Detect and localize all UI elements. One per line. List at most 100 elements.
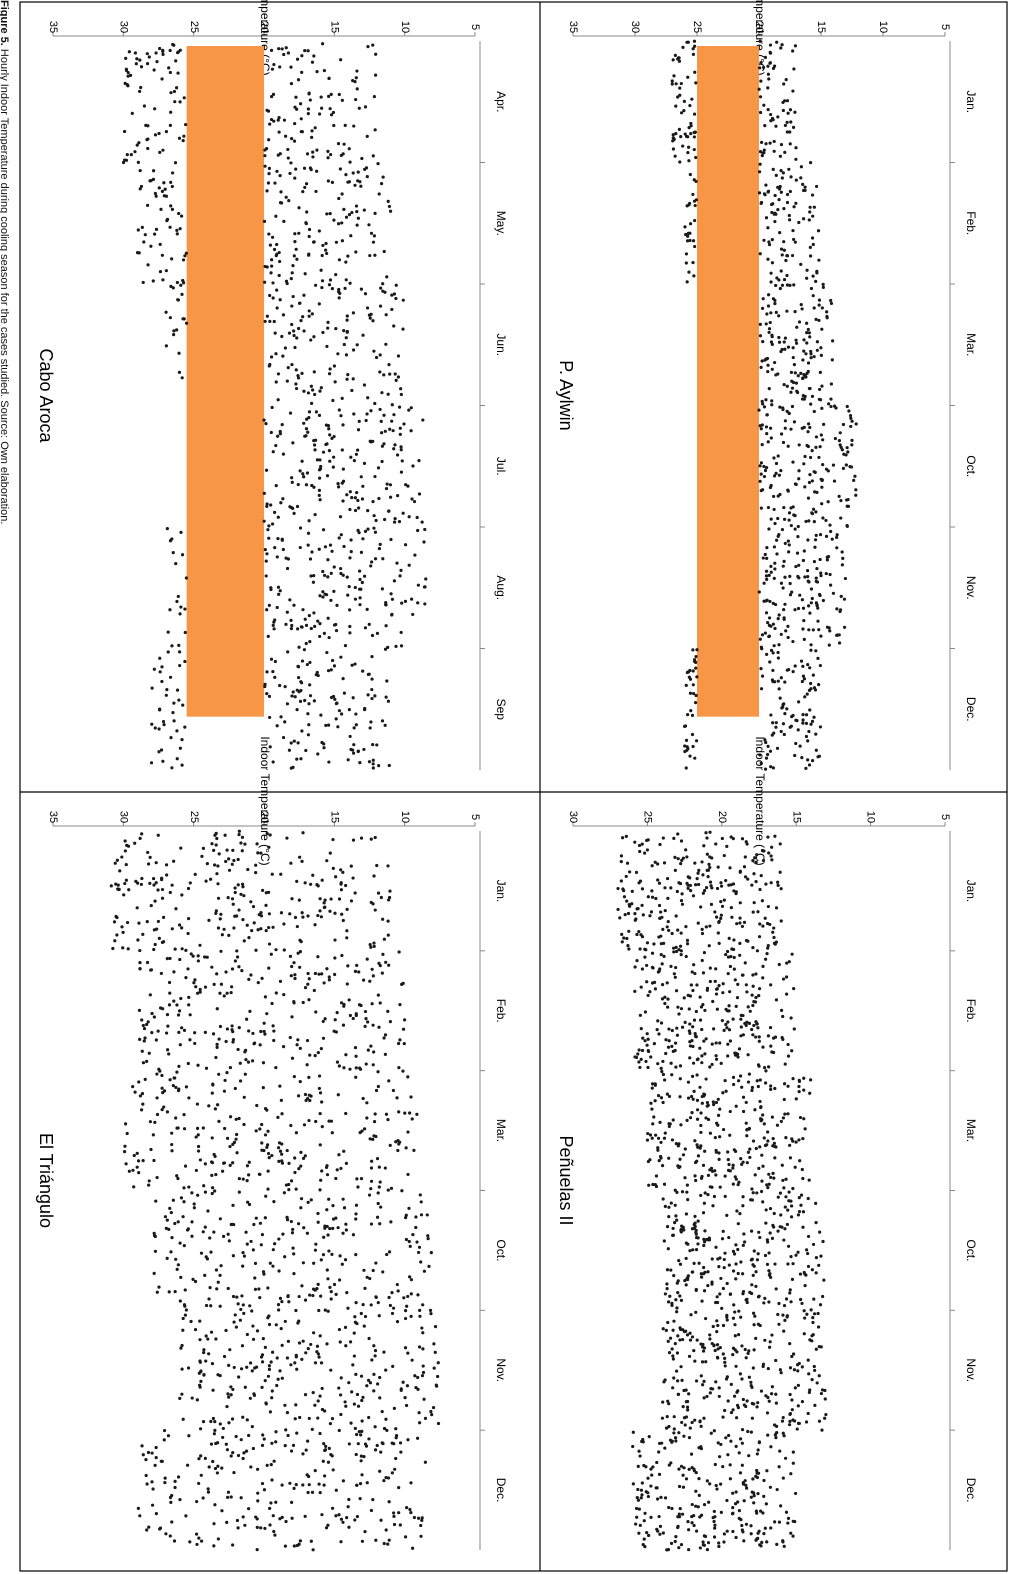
data-point xyxy=(671,1386,675,1390)
data-point xyxy=(292,739,296,743)
data-point xyxy=(273,1242,277,1246)
data-point xyxy=(312,1261,316,1265)
value-tick-label: 5 xyxy=(469,24,481,30)
data-point xyxy=(373,908,377,912)
data-point xyxy=(627,929,631,933)
data-point xyxy=(819,574,823,578)
data-point xyxy=(623,913,627,917)
data-point xyxy=(658,842,662,847)
data-point xyxy=(217,852,221,856)
data-point xyxy=(826,500,830,504)
data-point xyxy=(766,226,770,230)
data-point xyxy=(819,1345,823,1349)
data-point xyxy=(267,1314,271,1318)
data-point xyxy=(665,1282,669,1286)
data-point xyxy=(366,1020,370,1024)
data-point xyxy=(678,1077,682,1081)
data-point xyxy=(772,1211,776,1216)
data-point xyxy=(814,435,819,439)
data-point xyxy=(180,1392,184,1396)
data-point xyxy=(403,1111,407,1115)
data-point xyxy=(304,623,309,627)
data-point xyxy=(209,1250,213,1254)
data-point xyxy=(688,1426,692,1430)
data-point xyxy=(685,1183,689,1187)
data-point xyxy=(381,175,385,179)
data-point xyxy=(798,1159,802,1163)
data-point xyxy=(650,889,654,893)
data-point xyxy=(128,73,133,77)
data-point xyxy=(153,726,157,730)
data-point xyxy=(688,1056,692,1060)
data-point xyxy=(825,558,829,562)
data-point xyxy=(722,1540,726,1544)
data-point xyxy=(686,713,690,717)
data-point xyxy=(115,933,119,937)
data-point xyxy=(785,192,790,197)
data-point xyxy=(721,1352,725,1356)
data-point xyxy=(341,918,345,923)
data-point xyxy=(702,1379,706,1383)
data-point xyxy=(384,313,388,317)
data-point xyxy=(286,156,290,160)
data-point xyxy=(214,1172,218,1177)
data-point xyxy=(783,575,787,579)
data-point xyxy=(712,1535,717,1539)
data-point xyxy=(684,738,689,742)
value-tick-label: 25 xyxy=(188,21,200,33)
data-point xyxy=(812,559,817,564)
data-point xyxy=(207,1352,211,1356)
data-point xyxy=(374,518,378,523)
data-point xyxy=(693,1139,697,1143)
data-point xyxy=(341,423,345,427)
data-point xyxy=(701,971,706,975)
data-point xyxy=(330,1454,334,1458)
data-point xyxy=(663,1292,668,1296)
data-point xyxy=(291,264,295,268)
data-point xyxy=(165,1256,169,1260)
data-point xyxy=(733,1310,737,1314)
data-point xyxy=(177,370,182,374)
data-point xyxy=(262,1272,266,1276)
data-point xyxy=(784,975,789,979)
data-point xyxy=(792,513,796,517)
data-point xyxy=(212,1432,216,1436)
data-point xyxy=(691,988,695,993)
data-point xyxy=(367,1437,371,1441)
data-point xyxy=(214,1441,218,1446)
data-point xyxy=(352,743,356,747)
data-point xyxy=(173,1221,177,1226)
data-point xyxy=(762,103,766,107)
data-point xyxy=(741,1013,745,1018)
data-point xyxy=(345,575,349,579)
data-point xyxy=(649,1484,653,1488)
data-point xyxy=(363,105,368,109)
data-point xyxy=(390,1291,394,1295)
data-point xyxy=(653,1083,657,1087)
data-point xyxy=(313,1054,317,1058)
data-point xyxy=(785,273,789,278)
data-point xyxy=(776,656,780,660)
data-point xyxy=(803,695,807,699)
data-point xyxy=(292,1486,296,1490)
data-point xyxy=(749,1495,753,1499)
data-point xyxy=(812,355,816,359)
data-point xyxy=(341,467,345,471)
data-point xyxy=(729,883,733,887)
data-point xyxy=(168,70,172,75)
data-point xyxy=(689,1313,693,1317)
data-point xyxy=(290,476,294,480)
data-point xyxy=(679,81,683,86)
data-point xyxy=(290,623,294,628)
data-point xyxy=(232,1470,236,1475)
data-point xyxy=(325,967,329,971)
data-point xyxy=(669,886,673,890)
data-point xyxy=(368,979,372,983)
data-point xyxy=(802,338,806,342)
data-point xyxy=(805,1248,809,1252)
data-point xyxy=(321,569,325,574)
data-point xyxy=(793,753,797,758)
chart-title: Peñuelas II xyxy=(556,1135,576,1225)
data-point xyxy=(133,150,137,154)
data-point xyxy=(390,293,394,297)
